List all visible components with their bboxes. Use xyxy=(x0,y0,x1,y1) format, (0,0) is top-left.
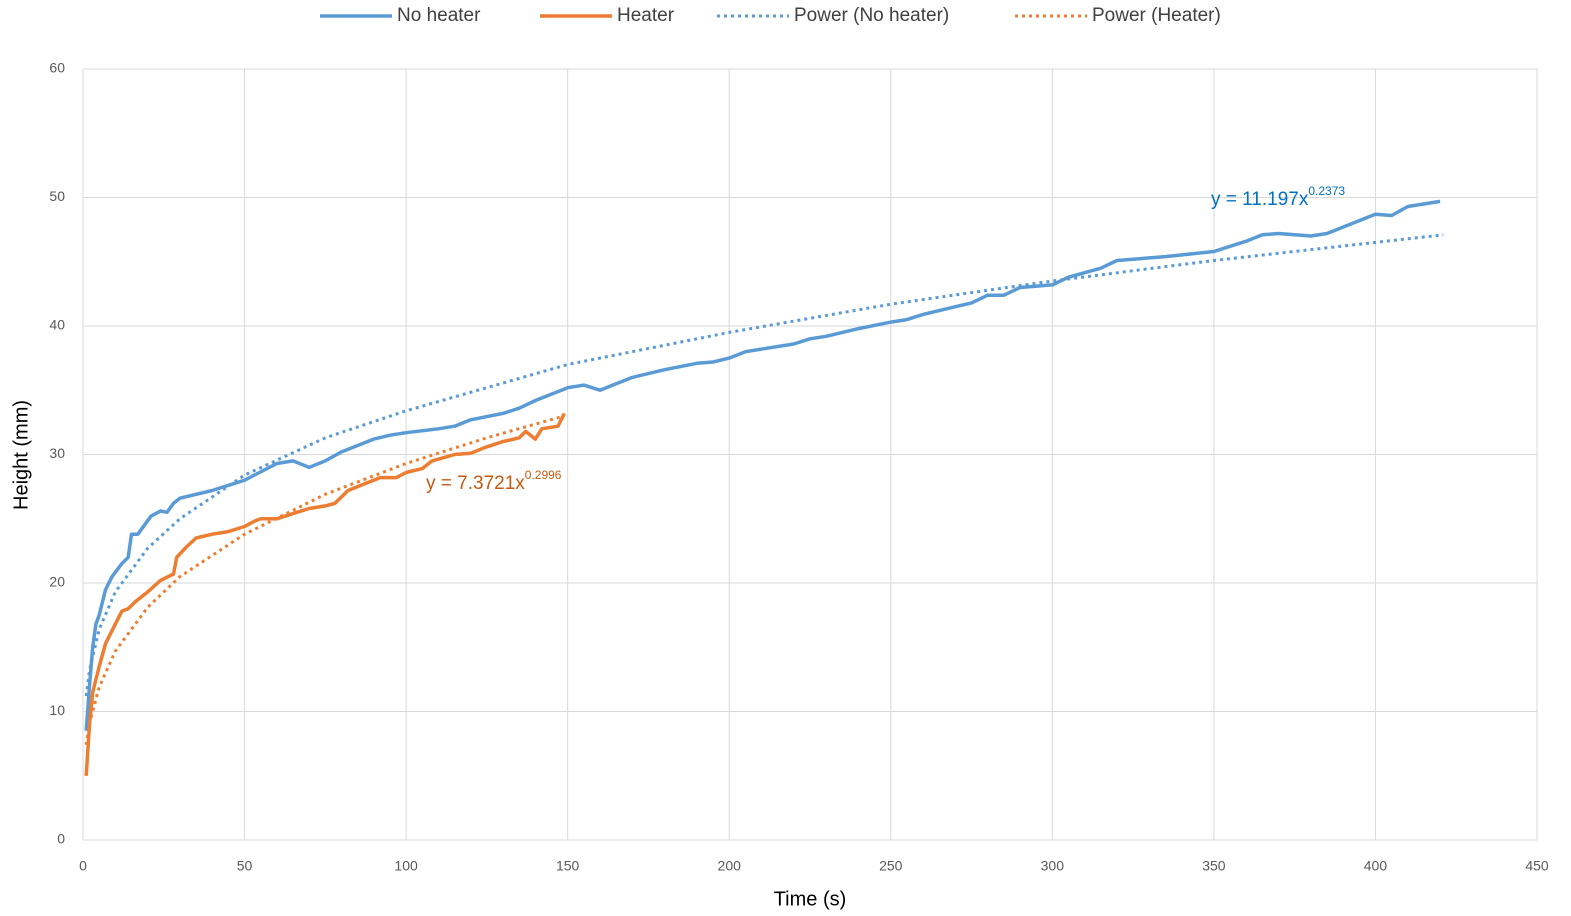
x-tick-label: 50 xyxy=(237,858,253,874)
x-tick-label: 0 xyxy=(79,858,87,874)
y-tick-label: 20 xyxy=(49,574,65,590)
equation-exponent: 0.2373 xyxy=(1308,184,1345,198)
equation-exponent: 0.2996 xyxy=(525,468,562,482)
x-axis-title: Time (s) xyxy=(774,888,847,910)
y-axis-title: Height (mm) xyxy=(10,400,32,510)
legend-label: Power (No heater) xyxy=(794,5,949,26)
x-tick-label: 450 xyxy=(1525,858,1549,874)
x-tick-label: 300 xyxy=(1041,858,1065,874)
y-tick-label: 60 xyxy=(49,60,65,76)
equation-text: y = 7.3721x xyxy=(426,473,525,494)
x-tick-label: 250 xyxy=(879,858,903,874)
x-tick-label: 200 xyxy=(718,858,742,874)
trendline-equation: y = 7.3721x0.2996 xyxy=(426,468,562,494)
x-tick-label: 100 xyxy=(394,858,418,874)
trendline xyxy=(86,235,1443,696)
trendline-equation: y = 11.197x0.2373 xyxy=(1211,184,1345,210)
x-tick-label: 400 xyxy=(1364,858,1388,874)
y-tick-label: 40 xyxy=(49,317,65,333)
series-line xyxy=(86,201,1440,730)
x-tick-label: 350 xyxy=(1202,858,1226,874)
y-tick-label: 10 xyxy=(49,702,65,718)
equation-text: y = 11.197x xyxy=(1211,189,1309,210)
series-line xyxy=(86,413,564,775)
y-tick-label: 50 xyxy=(49,188,65,204)
y-tick-label: 0 xyxy=(57,831,65,847)
legend-label: No heater xyxy=(397,5,481,26)
x-tick-label: 150 xyxy=(556,858,580,874)
chart: Time (s) Height (mm) 0 10 20 30 40 50 60 0 50 100… xyxy=(0,0,1571,916)
legend-label: Heater xyxy=(617,5,675,26)
legend-label: Power (Heater) xyxy=(1092,5,1221,26)
y-tick-label: 30 xyxy=(49,445,65,461)
